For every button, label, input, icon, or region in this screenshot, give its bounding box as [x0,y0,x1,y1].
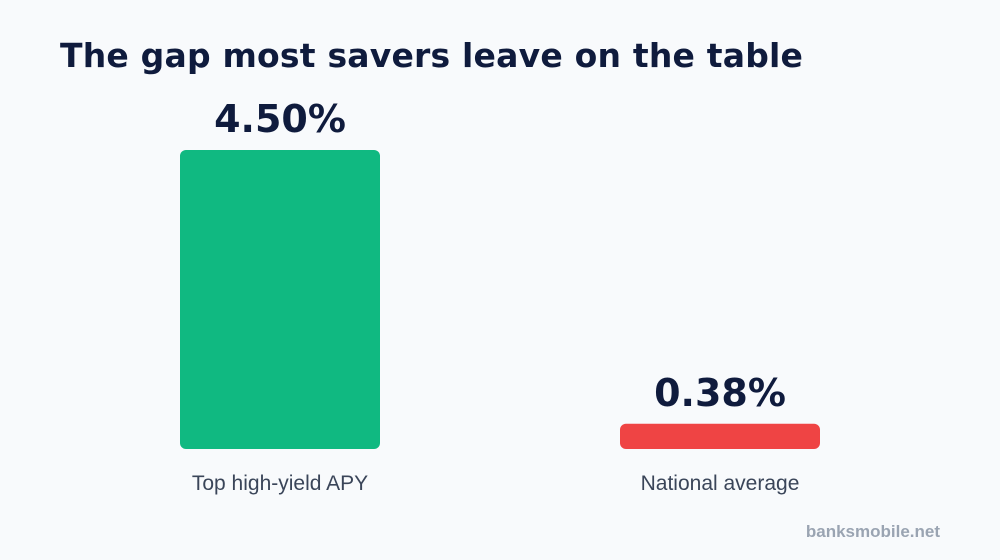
bar-top-high-yield-apy [180,150,380,449]
bar-national-average [620,423,820,449]
data-label: 4.50% [214,97,346,141]
data-label: 0.38% [654,371,786,415]
category-label: National average [641,472,800,495]
chart-title: The gap most savers leave on the table [60,36,804,75]
source-credit: banksmobile.net [805,522,940,541]
category-label: Top high-yield APY [192,472,368,495]
